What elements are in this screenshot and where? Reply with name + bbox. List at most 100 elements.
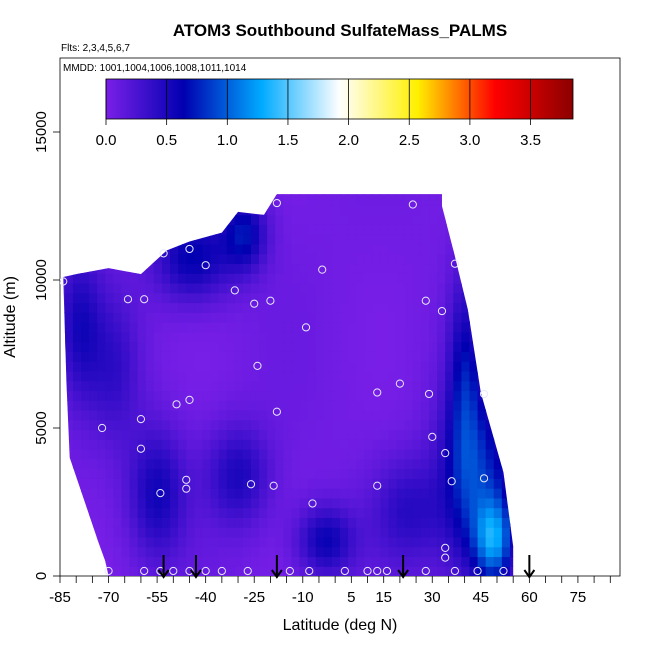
field-cell xyxy=(129,556,139,567)
field-cell xyxy=(372,312,382,323)
field-cell xyxy=(170,390,179,401)
field-cell xyxy=(210,282,220,294)
field-cell xyxy=(113,546,123,558)
field-cell xyxy=(404,449,414,460)
field-cell xyxy=(380,556,390,567)
field-cell xyxy=(121,449,131,460)
field-cell xyxy=(64,380,74,392)
field-cell xyxy=(509,556,514,567)
field-cell xyxy=(153,351,163,362)
field-cell xyxy=(485,468,495,479)
field-cell xyxy=(259,243,268,255)
field-cell xyxy=(259,507,268,518)
field-cell xyxy=(412,331,422,343)
field-cell xyxy=(315,194,325,196)
field-cell xyxy=(420,341,430,352)
field-cell xyxy=(485,429,495,440)
field-cell xyxy=(283,292,293,304)
field-cell xyxy=(404,292,414,304)
field-cell xyxy=(153,331,163,343)
field-cell xyxy=(396,331,406,343)
field-cell xyxy=(226,273,236,284)
field-cell xyxy=(307,243,317,255)
field-cell xyxy=(412,380,422,392)
field-cell xyxy=(291,429,301,440)
field-cell xyxy=(445,409,454,421)
field-cell xyxy=(226,527,236,538)
field-cell xyxy=(356,331,365,343)
field-cell xyxy=(453,419,462,431)
field-cell xyxy=(445,253,454,265)
field-cell xyxy=(242,282,252,294)
field-cell xyxy=(412,517,422,528)
field-cell xyxy=(299,536,309,548)
field-cell xyxy=(299,195,309,206)
field-cell xyxy=(275,517,284,528)
field-cell xyxy=(210,361,220,372)
field-cell xyxy=(202,341,212,352)
field-cell xyxy=(388,517,398,528)
field-cell xyxy=(194,370,204,382)
field-cell xyxy=(380,449,390,460)
sample-point xyxy=(373,566,382,576)
field-cell xyxy=(412,468,422,479)
field-cell xyxy=(396,194,406,196)
field-cell xyxy=(178,400,187,411)
field-cell xyxy=(291,517,301,528)
field-cell xyxy=(226,292,236,304)
field-cell xyxy=(250,429,260,440)
field-cell xyxy=(299,497,309,509)
field-cell xyxy=(250,478,260,489)
field-cell xyxy=(380,488,390,499)
field-cell xyxy=(299,214,309,225)
field-cell xyxy=(315,380,325,392)
field-cell xyxy=(291,507,301,518)
field-cell xyxy=(105,468,115,479)
field-cell xyxy=(356,566,365,576)
field-cell xyxy=(429,468,438,479)
field-cell xyxy=(404,527,414,538)
field-cell xyxy=(501,556,511,567)
field-cell xyxy=(429,419,438,431)
field-cell xyxy=(226,536,236,548)
field-cell xyxy=(412,556,422,567)
field-cell xyxy=(412,312,422,323)
field-cell xyxy=(226,302,236,313)
field-cell xyxy=(364,566,373,576)
field-cell xyxy=(226,263,236,274)
field-cell xyxy=(194,449,204,460)
field-cell xyxy=(364,312,373,323)
field-cell xyxy=(437,400,446,411)
field-cell xyxy=(234,409,244,421)
field-cell xyxy=(202,380,212,392)
field-cell xyxy=(275,400,284,411)
field-cell xyxy=(210,263,220,274)
field-cell xyxy=(396,224,406,235)
field-cell xyxy=(129,517,139,528)
field-cell xyxy=(283,536,293,548)
field-cell xyxy=(97,497,106,509)
field-cell xyxy=(161,439,171,450)
field-cell xyxy=(202,292,212,304)
field-cell xyxy=(299,507,309,518)
field-cell xyxy=(396,439,406,450)
field-cell xyxy=(218,409,228,421)
field-cell xyxy=(267,331,276,343)
field-cell xyxy=(493,517,503,528)
field-cell xyxy=(461,429,471,440)
field-cell xyxy=(307,536,317,548)
field-cell xyxy=(453,546,462,558)
field-cell xyxy=(429,546,438,558)
field-cell xyxy=(97,273,106,284)
field-cell xyxy=(437,194,446,196)
field-cell xyxy=(420,194,430,196)
field-cell xyxy=(210,449,220,460)
field-cell xyxy=(445,556,454,567)
field-cell xyxy=(291,204,301,216)
field-cell xyxy=(105,361,115,372)
field-cell xyxy=(445,331,454,343)
field-cell xyxy=(299,546,309,558)
field-cell xyxy=(202,536,212,548)
field-cell xyxy=(234,478,244,489)
field-cell xyxy=(340,312,349,323)
